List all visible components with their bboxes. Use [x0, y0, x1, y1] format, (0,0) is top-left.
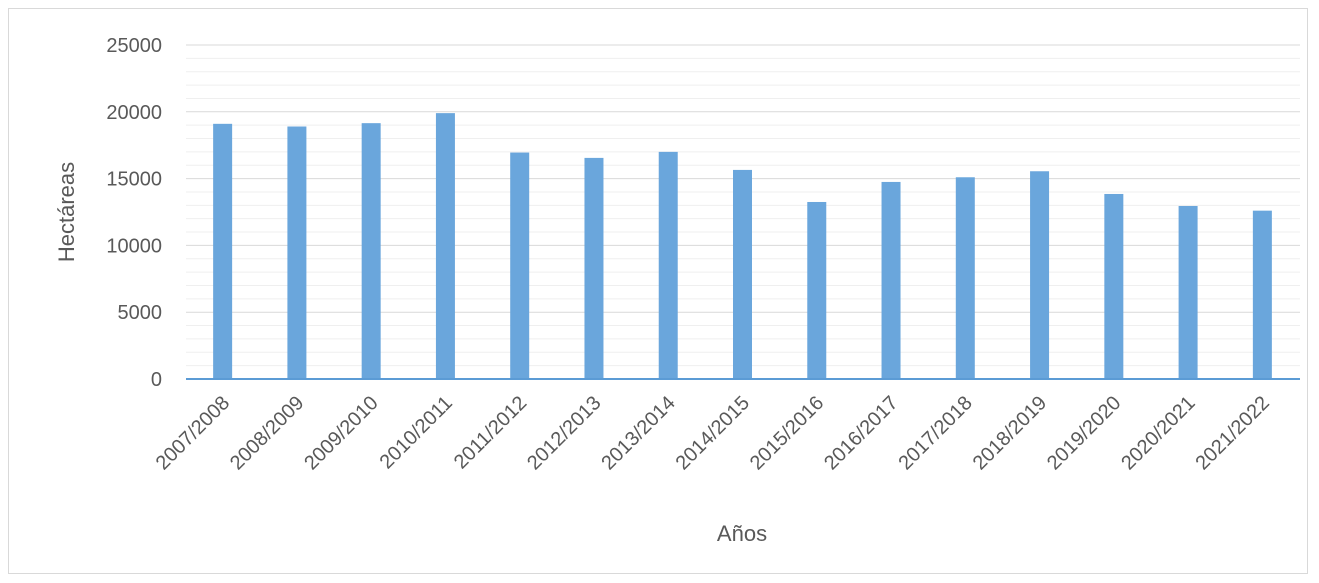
y-axis-title: Hectáreas: [54, 162, 79, 262]
bar: [807, 201, 827, 379]
x-tick-label: 2021/2022: [1191, 392, 1273, 474]
bar: [955, 177, 975, 379]
bar: [1030, 171, 1050, 379]
y-tick-label: 5000: [118, 302, 163, 324]
bar: [584, 157, 604, 379]
x-tick-label: 2013/2014: [597, 392, 679, 474]
x-tick-label: 2016/2017: [820, 392, 902, 474]
bar: [287, 126, 307, 379]
x-tick-label: 2007/2008: [152, 392, 234, 474]
x-tick-label: 2012/2013: [523, 392, 605, 474]
bar: [658, 151, 678, 379]
x-tick-label: 2020/2021: [1117, 392, 1199, 474]
bar: [1104, 193, 1124, 379]
y-tick-labels: 0 5000 10000 15000 20000 25000: [106, 35, 162, 391]
x-tick-label: 2014/2015: [672, 392, 754, 474]
y-tick-label: 0: [151, 369, 162, 391]
x-tick-label: 2017/2018: [894, 392, 976, 474]
x-tick-label: 2015/2016: [746, 392, 828, 474]
x-tick-labels: 2007/20082008/20092009/20102010/20112011…: [152, 392, 1274, 474]
y-tick-label: 25000: [106, 35, 162, 57]
x-tick-label: 2011/2012: [450, 392, 531, 473]
y-tick-label: 20000: [106, 102, 162, 124]
bars: [213, 113, 1272, 380]
bar: [881, 181, 901, 379]
x-tick-label: 2018/2019: [969, 392, 1051, 474]
x-tick-label: 2010/2011: [376, 392, 457, 473]
x-tick-label: 2019/2020: [1043, 392, 1125, 474]
bar: [213, 123, 233, 379]
bar: [361, 123, 381, 379]
bar: [1252, 210, 1272, 379]
y-tick-label: 10000: [106, 235, 162, 257]
bar: [435, 113, 455, 380]
x-tick-label: 2008/2009: [226, 392, 308, 474]
x-axis-title: Años: [717, 521, 767, 546]
bar: [510, 152, 530, 379]
x-tick-label: 2009/2010: [300, 392, 382, 474]
y-tick-label: 15000: [106, 169, 162, 191]
bar: [733, 169, 752, 379]
bar: [1178, 205, 1198, 379]
